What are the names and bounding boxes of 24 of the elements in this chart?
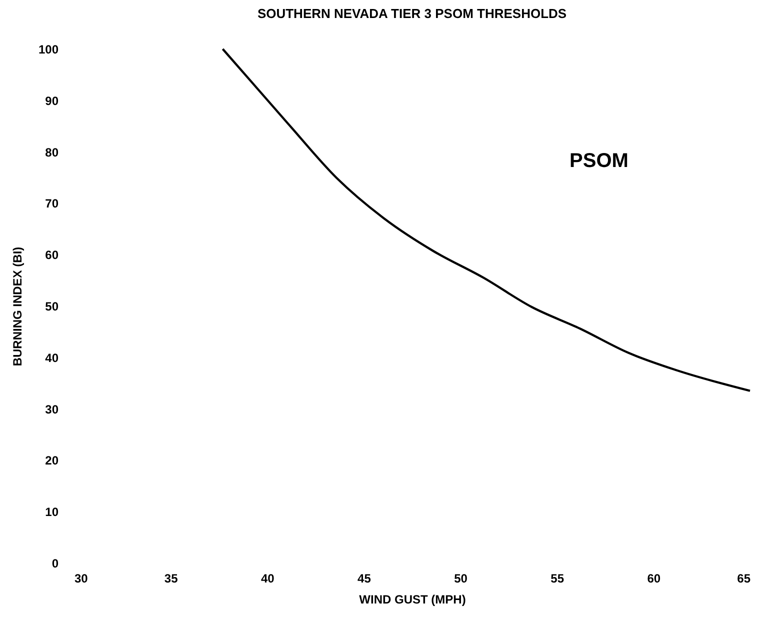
x-tick-label: 65	[737, 572, 751, 586]
y-tick-label: 70	[45, 196, 59, 211]
y-tick-label: 10	[45, 505, 59, 520]
y-tick-label: 40	[45, 350, 59, 365]
x-tick-label: 60	[647, 572, 661, 586]
y-tick-label: 30	[45, 402, 59, 416]
x-tick-label: 30	[74, 572, 88, 586]
annotation: PSOM	[570, 150, 628, 172]
y-tick-label: 50	[45, 300, 59, 314]
x-tick-label: 35	[164, 572, 178, 586]
line-series	[222, 48, 752, 392]
y-tick-label: 100	[38, 42, 59, 56]
x-tick-label: 55	[550, 572, 564, 586]
x-tick-label: 40	[260, 572, 275, 586]
y-tick-label: 60	[45, 248, 59, 262]
y-tick-label: 20	[45, 454, 59, 468]
y-tick-label: 80	[45, 145, 59, 160]
chart-title: SOUTHERN NEVADA TIER 3 PSOM THRESHOLDS	[257, 6, 567, 21]
y-tick-label: 0	[52, 556, 59, 570]
x-axis-title: WIND GUST (MPH)	[359, 592, 466, 606]
x-tick-label: 45	[358, 572, 372, 586]
y-axis-title: BURNING INDEX (BI)	[10, 246, 24, 366]
y-tick-label: 90	[45, 94, 59, 108]
x-tick-label: 50	[454, 572, 468, 586]
